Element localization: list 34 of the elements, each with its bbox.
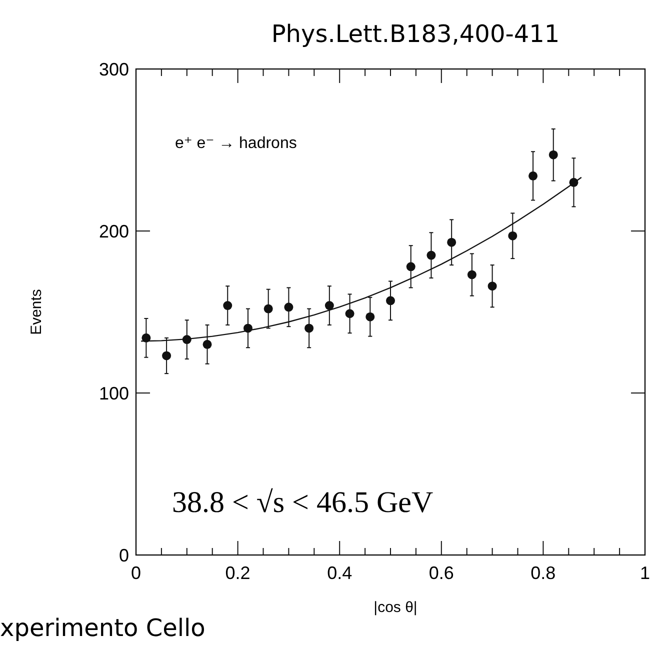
point: [345, 309, 354, 318]
point: [488, 282, 497, 291]
point: [304, 324, 314, 333]
point: [284, 302, 294, 312]
y-tick-label: 200: [98, 221, 129, 242]
x-tick-label: 0.6: [428, 563, 454, 583]
point: [366, 312, 375, 322]
y-tick-label: 100: [98, 383, 129, 404]
point: [162, 351, 172, 360]
text: xperimento Cello: [0, 614, 206, 642]
point: [426, 250, 436, 260]
point: [324, 301, 334, 310]
point: [386, 296, 395, 306]
point: [447, 238, 456, 247]
point: [508, 231, 518, 240]
y-tick-label: 300: [98, 59, 129, 80]
y-axis-title: Events: [28, 289, 45, 335]
point: [528, 171, 538, 180]
chart-title: Phys.Lett.B183,400-411: [271, 20, 560, 48]
x-tick-label: 0.4: [327, 563, 352, 583]
x-axis-title: |cos θ|: [374, 599, 418, 616]
annotation: e⁺ e⁻ → hadrons: [175, 135, 297, 152]
y-tick-label: 0: [118, 545, 129, 566]
x-tick-label: 1: [640, 563, 650, 583]
point: [223, 301, 232, 310]
point: [202, 340, 212, 349]
x-tick-label: 0.8: [530, 563, 556, 583]
annotation: 38.8 < √s < 46.5 GeV: [172, 486, 434, 519]
point: [264, 304, 273, 314]
x-tick-label: 0: [130, 563, 142, 583]
point: [406, 262, 416, 272]
point: [548, 150, 558, 160]
x-tick-label: 0.2: [225, 563, 250, 583]
point: [467, 270, 476, 280]
